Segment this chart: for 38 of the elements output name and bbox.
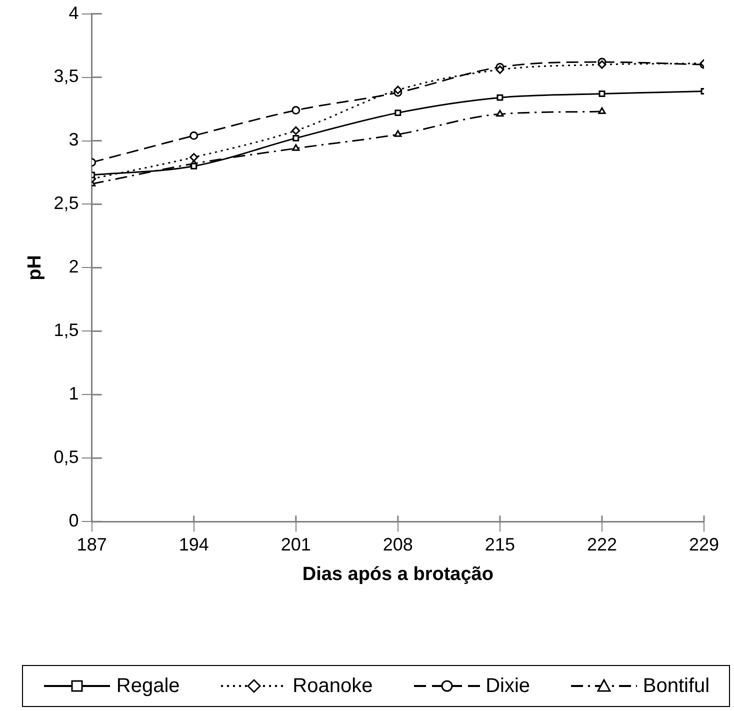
- y-tick-label: 2: [68, 256, 79, 277]
- point: [190, 162, 198, 170]
- x-tick-label: 201: [280, 534, 311, 554]
- point: [292, 106, 300, 115]
- x-tick-label: 222: [586, 534, 617, 554]
- y-tick-label: 0,5: [54, 447, 79, 468]
- point: [292, 144, 300, 151]
- x-tick-label: 215: [484, 534, 515, 554]
- y-axis-title: pH: [24, 255, 46, 280]
- point: [190, 131, 198, 140]
- point: [496, 65, 504, 74]
- x-axis-title: Dias após a brotação: [302, 564, 494, 585]
- point: [394, 130, 402, 137]
- point: [598, 90, 606, 98]
- x-tick-label: 229: [688, 534, 720, 554]
- legend-label: Bontiful: [642, 674, 710, 698]
- y-tick-label: 2,5: [54, 193, 79, 214]
- y-tick-label: 1: [68, 384, 79, 404]
- legend-label: Regale: [116, 674, 180, 698]
- point: [292, 134, 300, 142]
- y-tick-label: 4: [68, 2, 79, 23]
- legend-label: Roanoke: [292, 674, 373, 698]
- legend-label: Dixie: [486, 674, 530, 698]
- y-tick-label: 1,5: [54, 320, 79, 340]
- point: [394, 86, 402, 94]
- point: [394, 110, 402, 116]
- y-tick-label: 3,5: [54, 66, 79, 86]
- point: [598, 60, 606, 69]
- point: [496, 110, 504, 117]
- point: [598, 107, 606, 114]
- point: [190, 153, 198, 162]
- x-tick-label: 187: [76, 534, 107, 554]
- point: [496, 94, 504, 101]
- x-tick-label: 194: [178, 534, 209, 554]
- point: [292, 126, 300, 135]
- y-tick-label: 3: [68, 130, 79, 150]
- x-tick-label: 208: [382, 534, 413, 554]
- y-tick-label: 0: [68, 510, 79, 531]
